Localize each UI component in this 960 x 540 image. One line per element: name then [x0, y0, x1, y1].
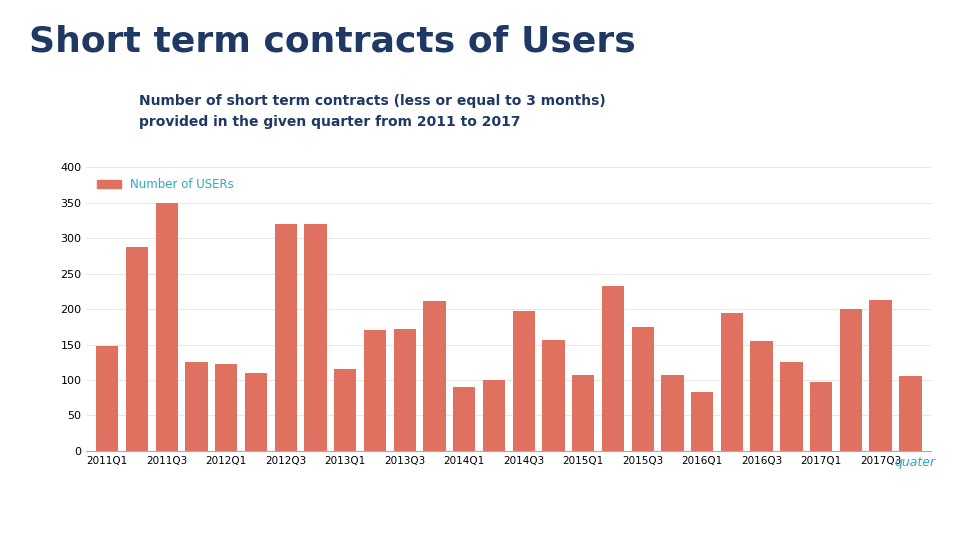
- Bar: [780, 362, 803, 451]
- Bar: [691, 392, 713, 451]
- Bar: [96, 346, 118, 451]
- Bar: [483, 380, 505, 451]
- Bar: [513, 311, 535, 451]
- Bar: [245, 373, 267, 451]
- Text: Short term contracts of Users: Short term contracts of Users: [29, 24, 636, 58]
- Bar: [632, 327, 654, 451]
- Bar: [394, 329, 416, 451]
- Bar: [572, 375, 594, 451]
- Bar: [275, 224, 297, 451]
- Bar: [126, 247, 148, 451]
- Text: 9: 9: [667, 483, 677, 497]
- Bar: [661, 375, 684, 451]
- Bar: [364, 330, 386, 451]
- Text: Number of short term contracts (less or equal to 3 months)
provided in the given: Number of short term contracts (less or …: [139, 94, 606, 129]
- Bar: [751, 341, 773, 451]
- Bar: [542, 340, 564, 451]
- Bar: [423, 301, 445, 451]
- Legend: Number of USERs: Number of USERs: [92, 173, 238, 195]
- Bar: [453, 387, 475, 451]
- Bar: [215, 364, 237, 451]
- Bar: [185, 362, 207, 451]
- Bar: [156, 203, 178, 451]
- Bar: [602, 286, 624, 451]
- Text: 6. March 2018: 6. March 2018: [38, 497, 123, 510]
- Text: ACCU meeting - D.Chromek-Burckhart   Users' Office EP: ACCU meeting - D.Chromek-Burckhart Users…: [315, 508, 645, 521]
- Bar: [721, 313, 743, 451]
- Bar: [900, 376, 922, 451]
- Bar: [304, 224, 326, 451]
- Text: quater: quater: [895, 456, 936, 469]
- Bar: [840, 309, 862, 451]
- Bar: [810, 382, 832, 451]
- Bar: [870, 300, 892, 451]
- Bar: [334, 369, 356, 451]
